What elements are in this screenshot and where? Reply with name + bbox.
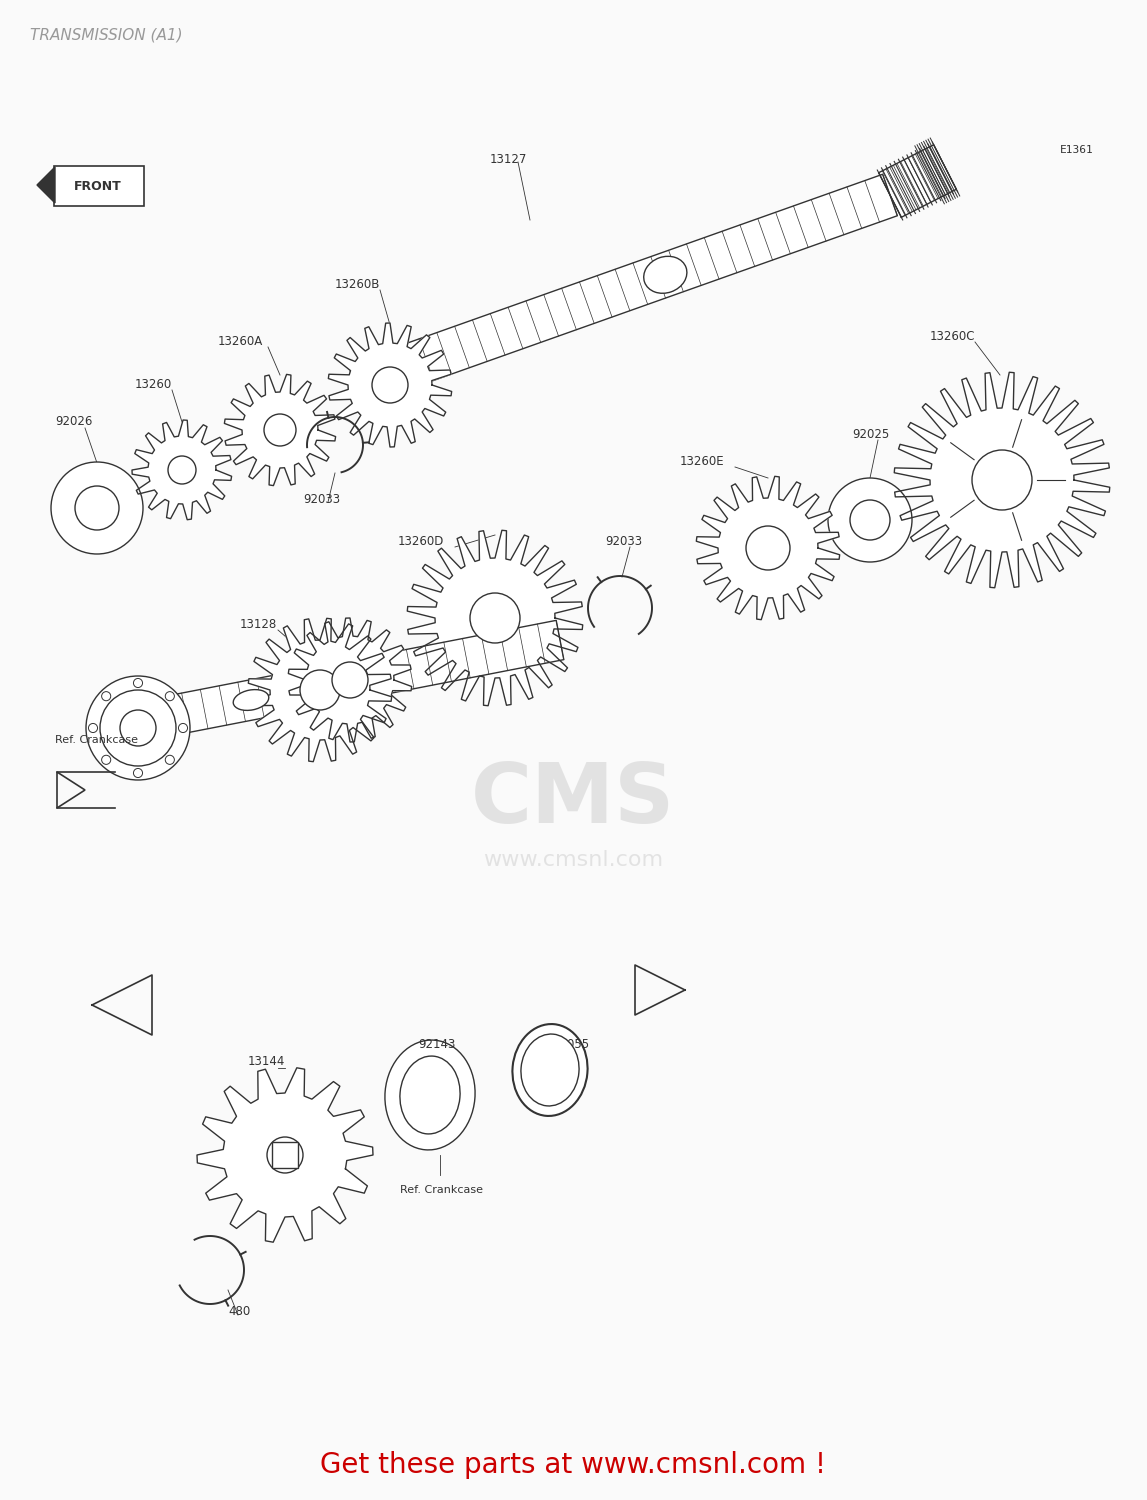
Text: 92026: 92026 (55, 416, 93, 428)
Polygon shape (145, 621, 564, 740)
Polygon shape (696, 477, 840, 620)
Text: 92055: 92055 (552, 1038, 590, 1052)
Polygon shape (879, 144, 957, 218)
Circle shape (100, 690, 175, 766)
Polygon shape (197, 1068, 373, 1242)
Polygon shape (348, 174, 897, 405)
Circle shape (133, 768, 142, 777)
Text: 92025: 92025 (852, 427, 889, 441)
Text: E1361: E1361 (1060, 146, 1094, 154)
Text: 13127: 13127 (490, 153, 528, 166)
Circle shape (372, 368, 408, 404)
Text: 13260E: 13260E (680, 454, 725, 468)
Circle shape (88, 723, 97, 732)
FancyBboxPatch shape (54, 166, 145, 206)
Text: 13260C: 13260C (930, 330, 975, 344)
Circle shape (301, 670, 340, 710)
Text: www.cmsnl.com: www.cmsnl.com (483, 850, 663, 870)
Polygon shape (328, 322, 452, 447)
Text: Get these parts at www.cmsnl.com !: Get these parts at www.cmsnl.com ! (320, 1450, 826, 1479)
Text: 13260: 13260 (135, 378, 172, 392)
Text: Ref. Crankcase: Ref. Crankcase (55, 735, 138, 746)
Text: 92143: 92143 (418, 1038, 455, 1052)
Circle shape (972, 450, 1032, 510)
Text: CMS: CMS (471, 759, 676, 840)
Ellipse shape (643, 256, 687, 294)
Circle shape (86, 676, 190, 780)
Circle shape (470, 592, 520, 644)
Circle shape (267, 1137, 303, 1173)
Ellipse shape (521, 1034, 579, 1106)
Polygon shape (288, 618, 412, 742)
Circle shape (165, 692, 174, 700)
Text: 13260B: 13260B (335, 278, 381, 291)
Text: TRANSMISSION (A1): TRANSMISSION (A1) (30, 28, 182, 44)
Text: 480: 480 (228, 1305, 250, 1318)
Circle shape (850, 500, 890, 540)
Text: 13260A: 13260A (218, 334, 264, 348)
Polygon shape (895, 372, 1110, 588)
Polygon shape (37, 166, 55, 202)
Text: FRONT: FRONT (75, 180, 122, 194)
Circle shape (75, 486, 119, 530)
Text: 92033: 92033 (604, 536, 642, 548)
Circle shape (133, 678, 142, 687)
Text: Ref. Crankcase: Ref. Crankcase (400, 1185, 483, 1196)
Text: 92033: 92033 (303, 494, 341, 506)
Ellipse shape (513, 1024, 587, 1116)
Ellipse shape (233, 690, 268, 711)
Circle shape (828, 478, 912, 562)
Ellipse shape (385, 1040, 475, 1150)
Text: 13128: 13128 (240, 618, 278, 632)
Circle shape (179, 723, 188, 732)
Circle shape (165, 756, 174, 765)
Polygon shape (225, 375, 336, 486)
Circle shape (746, 526, 790, 570)
Text: 13260D: 13260D (398, 536, 444, 548)
Polygon shape (407, 531, 583, 705)
Circle shape (331, 662, 368, 698)
Text: 13144: 13144 (248, 1054, 286, 1068)
Polygon shape (132, 420, 232, 519)
Circle shape (167, 456, 196, 484)
Circle shape (102, 756, 111, 765)
Polygon shape (248, 618, 391, 762)
Circle shape (120, 710, 156, 746)
Circle shape (102, 692, 111, 700)
FancyBboxPatch shape (272, 1142, 298, 1168)
Ellipse shape (400, 1056, 460, 1134)
Circle shape (264, 414, 296, 446)
Circle shape (50, 462, 143, 554)
